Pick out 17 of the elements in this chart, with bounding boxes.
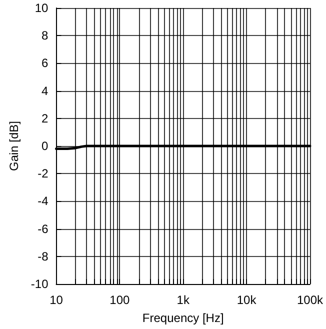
x-tick-label: 100k [296, 293, 324, 307]
y-tick-label: -8 [38, 249, 49, 264]
y-tick-label: -2 [38, 166, 49, 181]
y-tick-label: -6 [38, 222, 49, 236]
y-axis-title: Gain [dB] [7, 120, 21, 172]
x-tick-label: 1k [176, 293, 190, 307]
x-axis-title: Frequency [Hz] [142, 311, 224, 325]
y-tick-label: 6 [42, 56, 49, 70]
y-tick-label: 4 [42, 84, 49, 98]
y-tick-label: -4 [38, 194, 49, 208]
y-tick-label: 0 [42, 139, 49, 153]
y-tick-label: 8 [42, 28, 49, 43]
y-tick-label: -10 [30, 277, 49, 291]
y-tick-label: 10 [34, 1, 49, 15]
x-tick-label: 10k [236, 293, 258, 307]
x-tick-label: 100 [110, 293, 130, 307]
y-tick-label: 2 [42, 111, 49, 126]
